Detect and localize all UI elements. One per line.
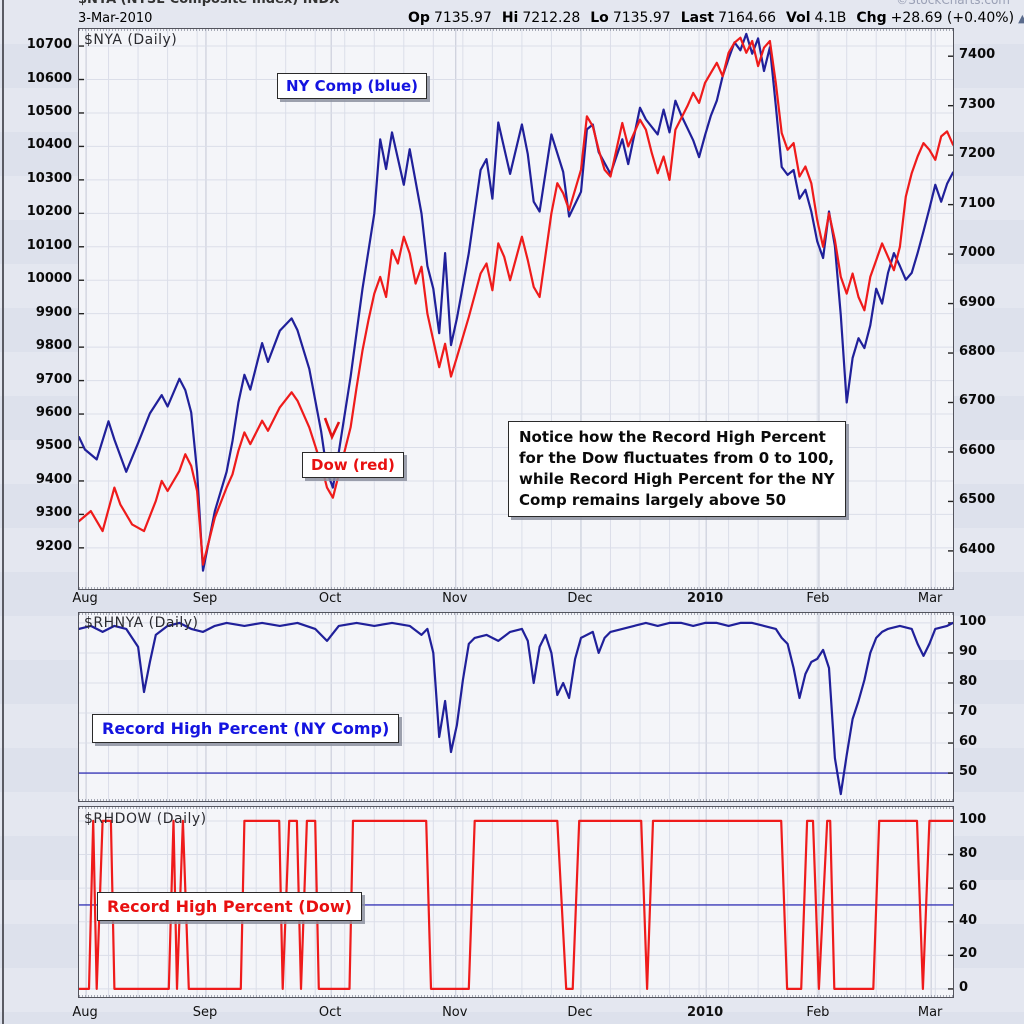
right-axis-tick-label: 6700 (959, 393, 996, 409)
month-label: Sep (192, 1005, 218, 1020)
right-axis-tick-label: 0 (959, 979, 969, 995)
quote-field-label: Op (408, 10, 430, 26)
right-axis-tick-label: 6400 (959, 541, 996, 557)
quote-field-value: 7135.97 (612, 10, 671, 26)
right-axis-tick-label: 100 (959, 811, 987, 827)
month-label: Oct (318, 1005, 342, 1020)
left-axis-tick-label: 10400 (26, 137, 72, 153)
right-axis-tick-label: 80 (959, 845, 978, 861)
chart-note-line: Comp remains largely above 50 (519, 491, 787, 509)
left-axis-tick-label: 9400 (35, 471, 72, 487)
rh-dow-legend-label: Record High Percent (Dow) (97, 892, 362, 921)
quote-field-label: Hi (501, 10, 519, 26)
quote-field-value: 7135.97 (433, 10, 492, 26)
left-axis-tick-label: 9700 (35, 371, 72, 387)
rh-nya-legend-label: Record High Percent (NY Comp) (92, 714, 400, 743)
left-axis-tick-label: 9200 (35, 538, 72, 554)
month-label: Aug (72, 1005, 98, 1020)
left-axis-tick-label: 10000 (26, 271, 72, 287)
month-label: 2010 (687, 591, 724, 606)
quote-date: 3-Mar-2010 (78, 11, 153, 26)
main-series-dow_red (79, 36, 953, 566)
right-axis-tick-label: 80 (959, 673, 978, 689)
chart-note-line: for the Dow fluctuates from 0 to 100, (519, 449, 835, 467)
dow-legend-label: Dow (red) (302, 452, 404, 478)
month-label: Feb (806, 591, 830, 606)
month-label: 2010 (687, 1005, 724, 1020)
left-axis-tick-label: 10600 (26, 70, 72, 86)
right-axis-tick-label: 60 (959, 734, 978, 750)
main-panel-title: $NYA (Daily) (84, 32, 178, 48)
main-chart-svg (79, 29, 953, 589)
quote-field-label: Chg (856, 10, 887, 26)
left-axis-tick-label: 9900 (35, 304, 72, 320)
page-left-border (2, 0, 4, 1024)
rhnya-chart-panel (78, 612, 954, 802)
x-axis-months-bottom: Aug Sep Oct Nov Dec 2010 Feb Mar (0, 1005, 1024, 1024)
right-axis-tick-label: 6900 (959, 294, 996, 310)
quote-field-value: 7164.66 (718, 10, 777, 26)
rhdow-panel-title: $RHDOW (Daily) (84, 811, 207, 827)
month-label: Mar (917, 591, 943, 606)
quote-field-value: +28.69 (+0.40%) (890, 10, 1015, 26)
masthead-title: $NYA (NYSE Composite Index) INDX (78, 0, 339, 7)
left-axis-tick-label: 9600 (35, 405, 72, 421)
left-axis-tick-label: 9500 (35, 438, 72, 454)
ny-comp-legend-label: NY Comp (blue) (277, 73, 427, 99)
chart-note-line: Notice how the Record High Percent (519, 428, 826, 446)
month-label: Mar (917, 1005, 943, 1020)
right-axis-tick-label: 7100 (959, 195, 996, 211)
left-axis-tick-label: 10500 (26, 103, 72, 119)
masthead-credit: ©StockCharts.com (896, 0, 1010, 7)
month-label: Dec (567, 1005, 593, 1020)
rhnya-chart-svg (79, 613, 953, 801)
x-axis-months-main: Aug Sep Oct Nov Dec 2010 Feb Mar (0, 591, 1024, 607)
month-label: Aug (72, 591, 98, 606)
right-axis-tick-label: 6500 (959, 492, 996, 508)
month-label: Feb (806, 1005, 830, 1020)
right-axis-tick-label: 7300 (959, 96, 996, 112)
right-axis-tick-label: 7000 (959, 245, 996, 261)
right-axis-tick-label: 7200 (959, 146, 996, 162)
right-axis-tick-label: 90 (959, 643, 978, 659)
quote-field-label: Lo (590, 10, 609, 26)
main-series-nya_blue (79, 32, 953, 572)
masthead-clipped: $NYA (NYSE Composite Index) INDX ©StockC… (0, 0, 1024, 10)
month-label: Nov (442, 591, 468, 606)
change-up-triangle-icon: ▲ (1018, 12, 1024, 25)
quote-field-value: 4.1B (814, 10, 847, 26)
quote-header: 3-Mar-2010 Op 7135.97 Hi 7212.28 Lo 7135.97 La… (0, 10, 1024, 29)
left-axis-tick-label: 10100 (26, 237, 72, 253)
left-axis-tick-label: 9300 (35, 505, 72, 521)
rhnya-panel-title: $RHNYA (Daily) (84, 615, 199, 631)
right-axis-tick-label: 6600 (959, 442, 996, 458)
chart-note-line: while Record High Percent for the NY (519, 470, 835, 488)
month-label: Sep (192, 591, 218, 606)
right-axis-tick-label: 40 (959, 912, 978, 928)
quote-field-label: Vol (786, 10, 811, 26)
quote-field-value: 7212.28 (522, 10, 581, 26)
month-label: Dec (567, 591, 593, 606)
month-label: Nov (442, 1005, 468, 1020)
right-axis-tick-label: 20 (959, 946, 978, 962)
month-label: Oct (318, 591, 342, 606)
quote-fields: Op 7135.97 Hi 7212.28 Lo 7135.97 Last 7164.66 Vo… (398, 10, 1024, 26)
right-axis-tick-label: 6800 (959, 344, 996, 360)
rhnya-series-nya_blue (79, 621, 953, 796)
chart-note: Notice how the Record High Percent for th… (508, 421, 846, 517)
right-axis-tick-label: 7400 (959, 47, 996, 63)
right-axis-tick-label: 70 (959, 704, 978, 719)
right-axis-tick-label: 60 (959, 879, 978, 895)
left-axis-tick-label: 9800 (35, 338, 72, 354)
left-axis-tick-label: 10700 (26, 37, 72, 53)
left-axis-tick-label: 10200 (26, 204, 72, 220)
down-arrow-icon (322, 416, 342, 441)
rhdow-series-dow_red (79, 819, 953, 990)
right-axis-tick-label: 50 (959, 764, 978, 780)
quote-field-label: Last (680, 10, 715, 26)
right-axis-tick-label: 100 (959, 613, 987, 629)
left-axis-tick-label: 10300 (26, 170, 72, 186)
